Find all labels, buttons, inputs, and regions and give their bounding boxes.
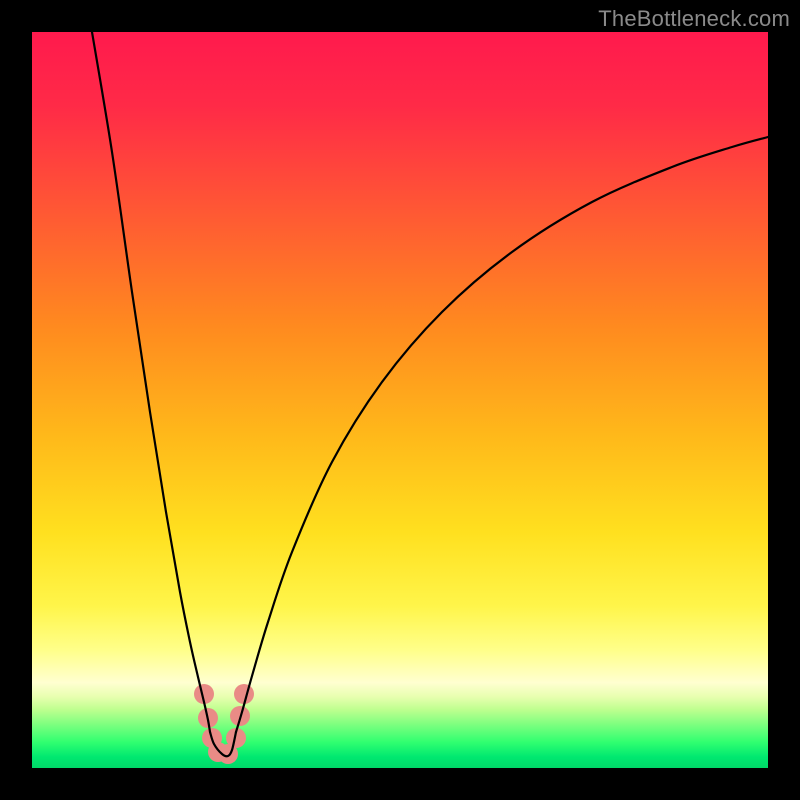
curve-right xyxy=(236,137,768,732)
plot-area xyxy=(32,32,768,768)
curve-left xyxy=(92,32,210,732)
curve-layer xyxy=(32,32,768,768)
outer-frame: TheBottleneck.com xyxy=(0,0,800,800)
watermark-text: TheBottleneck.com xyxy=(598,6,790,32)
